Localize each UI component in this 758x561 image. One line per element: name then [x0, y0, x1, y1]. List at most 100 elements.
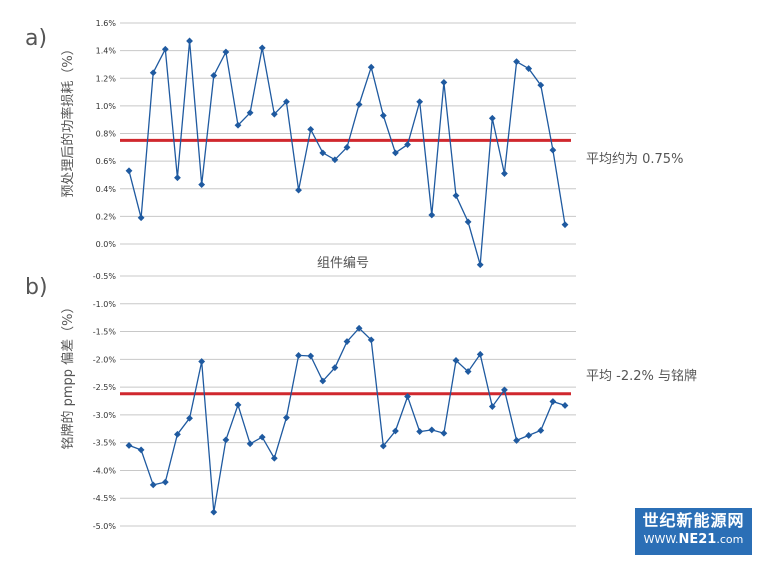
- panel-b-y-tick-label: -1.5%: [93, 328, 117, 337]
- panel-a-data-point: [501, 170, 508, 177]
- panel-b-data-point: [525, 432, 533, 439]
- panel-a-data-point: [222, 48, 230, 56]
- panel-b-series-line: [128, 327, 566, 513]
- panel-b-data-point: [331, 364, 339, 372]
- panel-a-data-point: [392, 149, 399, 157]
- panel-b-average-label: 平均 -2.2% 与铭牌: [586, 368, 697, 384]
- panel-b-data-point: [198, 358, 206, 365]
- panel-a-y-axis-label: 预处理后的功率损耗（%）: [60, 42, 76, 197]
- panel-a-data-point: [537, 81, 545, 89]
- panel-b-data-point: [452, 357, 460, 364]
- watermark-url-suffix: .com: [716, 533, 744, 546]
- panel-b-y-tick-label: -3.0%: [93, 411, 117, 420]
- panel-a-data-point: [234, 121, 242, 129]
- panel-b-data-point: [137, 446, 145, 454]
- panel-b-data-point: [174, 430, 181, 438]
- panel-a-data-point: [137, 214, 145, 222]
- panel-b-data-point: [343, 338, 351, 345]
- panel-a-y-tick-label: 1.4%: [96, 47, 117, 56]
- watermark-url: WWW.NE21.com: [635, 531, 752, 549]
- panel-a-data-point: [270, 110, 278, 118]
- panel-b-data-point: [246, 440, 254, 448]
- panel-a-data-point: [440, 78, 448, 86]
- panel-a-data-point: [186, 37, 193, 45]
- panel-a-points: [125, 37, 569, 269]
- panel-a-data-point: [379, 112, 387, 119]
- panel-b-data-point: [561, 402, 569, 409]
- panel-a-y-tick-label: 0.2%: [96, 212, 117, 221]
- panel-a-y-tick-label: 0.4%: [96, 185, 117, 194]
- panel-a-data-point: [307, 125, 315, 133]
- panel-a-data-point: [367, 63, 375, 71]
- panel-a-average-label: 平均约为 0.75%: [586, 152, 683, 167]
- panel-b-data-point: [440, 429, 448, 437]
- watermark-name: 世纪新能源网: [642, 511, 745, 530]
- panel-b-data-point: [392, 427, 399, 435]
- panel-b-data-point: [355, 324, 363, 332]
- panel-b-data-point: [161, 478, 169, 486]
- panel-b-y-tick-label: -4.0%: [93, 466, 117, 475]
- panel-b-y-tick-label: -0.5%: [93, 272, 117, 281]
- panel-a-data-point: [319, 149, 327, 157]
- panel-a-y-tick-label: 1.0%: [96, 102, 117, 111]
- panel-a-data-point: [452, 192, 460, 200]
- panel-b-data-point: [464, 368, 472, 375]
- panel-a-y-ticks: 0.0% 0.2% 0.4% 0.6% 0.8% 1.0% 1.2% 1.4% 1.6%: [96, 19, 117, 249]
- panel-a-y-tick-label: 1.6%: [96, 19, 117, 28]
- panel-b-data-point: [270, 454, 278, 462]
- panel-b-y-ticks: -5.0% -4.5% -4.0% -3.5% -3.0% -2.5% -2.0% -1.5%…: [93, 272, 117, 531]
- panel-a-data-point: [161, 45, 169, 53]
- panel-b-data-point: [488, 403, 496, 410]
- panel-b-data-point: [234, 401, 242, 409]
- panel-b-data-point: [537, 427, 545, 434]
- panel-a-data-point: [283, 98, 290, 106]
- panel-b-grid: [120, 275, 576, 527]
- panel-b-data-point: [501, 386, 508, 394]
- panel-a-data-point: [549, 146, 557, 154]
- panel-a-y-tick-label: 0.0%: [96, 240, 117, 249]
- panel-b-data-point: [222, 436, 230, 444]
- panel-b-y-tick-label: -2.5%: [93, 383, 117, 392]
- panel-b-y-tick-label: -3.5%: [93, 439, 117, 448]
- panel-a-data-point: [295, 186, 302, 194]
- panel-b-data-point: [428, 426, 436, 434]
- panel-b-data-point: [379, 442, 387, 450]
- panel-b-y-tick-label: -1.0%: [93, 300, 117, 309]
- panel-a: a) 预处理后的功率损耗（%） 组件编号 0.0% 0.2% 0.4% 0.6% 0.8…: [25, 19, 683, 271]
- panel-a-data-point: [210, 72, 218, 79]
- panel-a-y-tick-label: 1.2%: [96, 74, 117, 83]
- panel-b-label: b): [25, 275, 48, 300]
- panel-a-data-point: [428, 211, 436, 219]
- panel-b: b) 铭牌的 pmpp 偏差（%） -5.0% -4.5% -4.0% -3.5% -3…: [25, 272, 697, 531]
- panel-a-data-point: [246, 109, 254, 117]
- panel-a-data-point: [488, 114, 496, 122]
- panel-b-data-point: [307, 352, 315, 360]
- panel-a-data-point: [149, 69, 157, 77]
- panel-a-data-point: [416, 98, 424, 106]
- panel-a-data-point: [525, 65, 533, 72]
- panel-a-data-point: [198, 181, 206, 189]
- panel-a-data-point: [125, 167, 133, 175]
- panel-b-y-tick-label: -4.5%: [93, 494, 117, 503]
- panel-b-data-point: [513, 437, 520, 444]
- panel-a-y-tick-label: 0.8%: [96, 130, 117, 139]
- panel-b-data-point: [416, 428, 424, 435]
- watermark-url-prefix: WWW.: [643, 533, 679, 546]
- panel-b-data-point: [319, 377, 327, 385]
- watermark-url-brand: NE21: [678, 532, 717, 547]
- panel-a-data-point: [476, 261, 484, 269]
- panel-b-data-point: [295, 352, 302, 359]
- panel-a-data-point: [258, 44, 266, 52]
- panel-b-data-point: [283, 414, 290, 422]
- panel-b-data-point: [476, 350, 484, 358]
- panel-a-y-tick-label: 0.6%: [96, 157, 117, 166]
- panel-a-data-point: [174, 174, 181, 182]
- panel-a-data-point: [355, 101, 363, 108]
- panel-a-data-point: [561, 221, 569, 229]
- panel-a-data-point: [464, 218, 472, 226]
- panel-a-data-point: [343, 143, 351, 151]
- panel-b-data-point: [258, 433, 266, 441]
- panel-b-y-tick-label: -5.0%: [93, 522, 117, 531]
- panel-b-data-point: [367, 336, 375, 344]
